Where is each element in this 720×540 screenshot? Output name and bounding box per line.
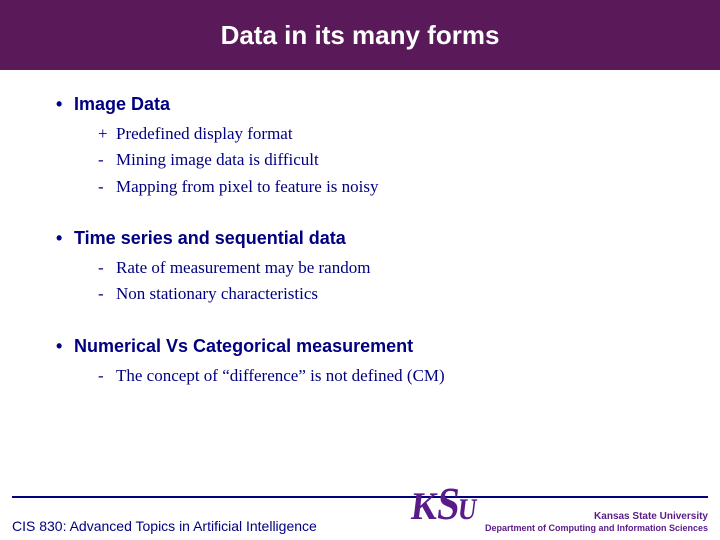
bullet-icon: • [56,337,74,355]
section-title: Time series and sequential data [74,228,346,249]
list-item: - The concept of “difference” is not def… [98,363,680,389]
bullet-icon: • [56,95,74,113]
item-mark: - [98,147,116,173]
footer-divider [12,496,708,498]
sublist: - Rate of measurement may be random - No… [56,255,680,308]
item-text: The concept of “difference” is not defin… [116,363,445,389]
item-mark: - [98,255,116,281]
sublist: - The concept of “difference” is not def… [56,363,680,389]
item-mark: - [98,281,116,307]
list-item: - Rate of measurement may be random [98,255,680,281]
item-text: Predefined display format [116,121,293,147]
section-head: • Image Data [56,94,680,115]
sublist: + Predefined display format - Mining ima… [56,121,680,200]
list-item: - Mapping from pixel to feature is noisy [98,174,680,200]
department-name: Department of Computing and Information … [485,523,708,534]
ksu-logo: KSU [410,485,479,522]
slide-content: • Image Data + Predefined display format… [0,70,720,389]
slide-title: Data in its many forms [221,20,500,51]
course-label: CIS 830: Advanced Topics in Artificial I… [12,518,317,534]
item-text: Mapping from pixel to feature is noisy [116,174,379,200]
section-head: • Numerical Vs Categorical measurement [56,336,680,357]
item-text: Rate of measurement may be random [116,255,370,281]
title-bar: Data in its many forms [0,0,720,70]
footer-right: KSU Kansas State University Department o… [412,502,708,534]
item-mark: + [98,121,116,147]
section-title: Image Data [74,94,170,115]
footer: CIS 830: Advanced Topics in Artificial I… [0,496,720,534]
item-mark: - [98,363,116,389]
item-text: Non stationary characteristics [116,281,318,307]
section-time-series: • Time series and sequential data - Rate… [56,228,680,308]
list-item: + Predefined display format [98,121,680,147]
footer-row: CIS 830: Advanced Topics in Artificial I… [12,502,708,534]
university-name: Kansas State University [594,511,708,523]
footer-org: Kansas State University Department of Co… [485,511,708,534]
item-text: Mining image data is difficult [116,147,319,173]
section-numerical-categorical: • Numerical Vs Categorical measurement -… [56,336,680,389]
bullet-icon: • [56,229,74,247]
item-mark: - [98,174,116,200]
section-image-data: • Image Data + Predefined display format… [56,94,680,200]
list-item: - Mining image data is difficult [98,147,680,173]
list-item: - Non stationary characteristics [98,281,680,307]
section-head: • Time series and sequential data [56,228,680,249]
section-title: Numerical Vs Categorical measurement [74,336,413,357]
